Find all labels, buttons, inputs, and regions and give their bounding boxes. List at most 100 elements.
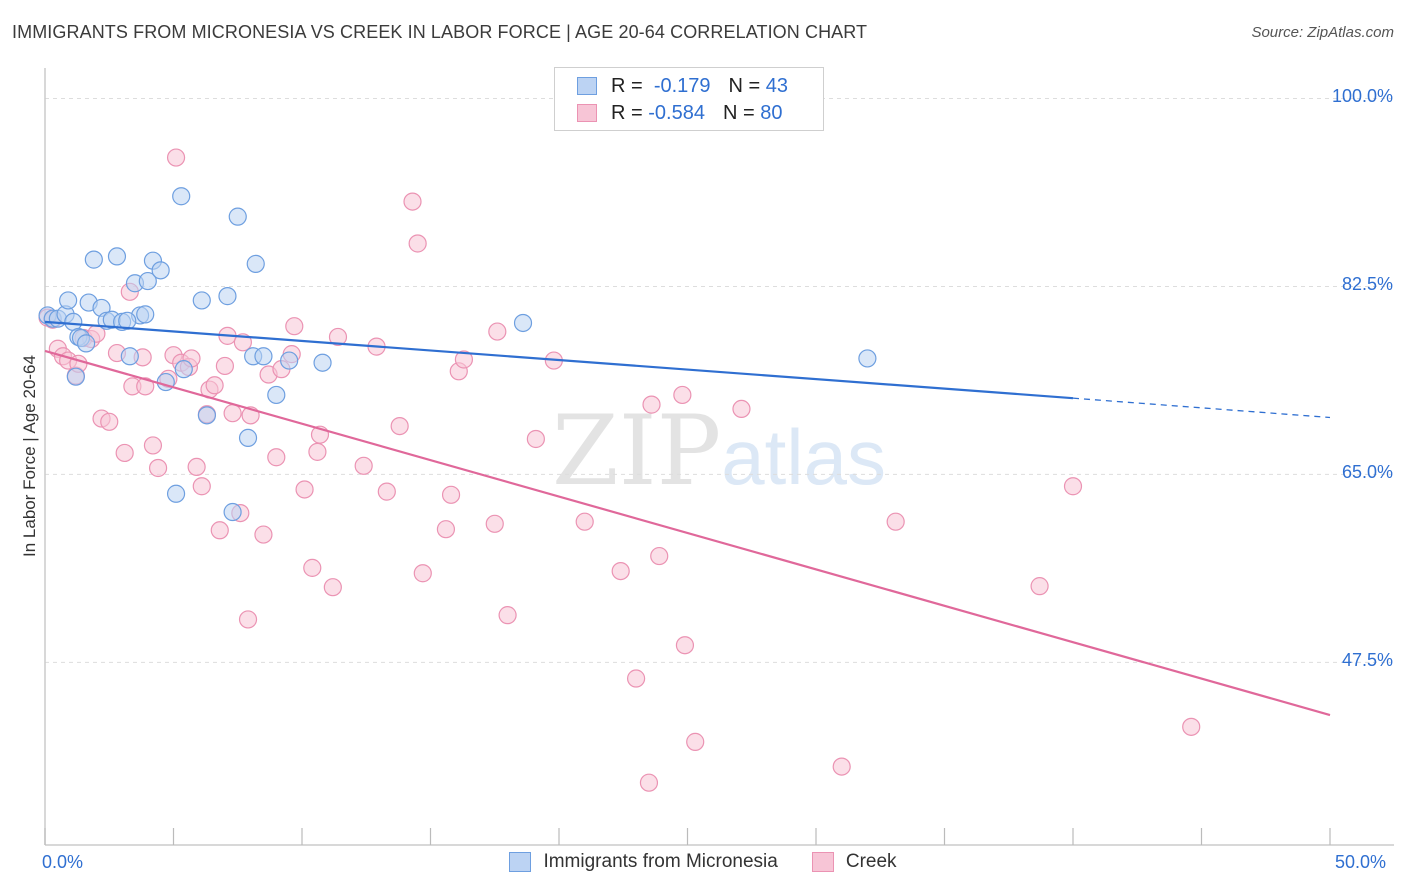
data-point-micronesia xyxy=(197,406,217,425)
watermark-atlas: atlas xyxy=(721,413,886,501)
legend-swatch-pink xyxy=(811,852,834,872)
legend-row-creek: R = -0.584 N = 80 xyxy=(577,100,782,126)
data-point-creek xyxy=(454,350,474,369)
data-point-creek xyxy=(308,442,327,461)
data-point-creek xyxy=(254,525,273,544)
legend-n-label: N = xyxy=(722,101,755,124)
data-point-creek xyxy=(642,395,661,414)
data-point-creek xyxy=(285,317,304,336)
legend-n-value: 43 xyxy=(765,74,789,97)
data-point-creek xyxy=(215,356,234,376)
legend-item-micronesia[interactable]: Immigrants from Micronesia xyxy=(509,851,778,873)
data-point-creek xyxy=(526,429,545,449)
data-point-creek xyxy=(210,521,229,540)
trend-line-creek xyxy=(44,349,1331,717)
y-axis-title: In Labor Force | Age 20-64 xyxy=(20,355,39,557)
data-point-creek xyxy=(148,458,168,478)
data-point-micronesia xyxy=(174,360,193,379)
legend-swatch-pink xyxy=(577,104,597,122)
data-point-creek xyxy=(390,416,409,436)
data-point-creek xyxy=(328,327,348,347)
data-point-creek xyxy=(223,404,242,423)
data-point-creek xyxy=(675,636,695,655)
data-point-micronesia xyxy=(313,353,332,372)
data-point-micronesia xyxy=(280,351,299,370)
legend-swatch-blue xyxy=(577,77,597,95)
data-point-micronesia xyxy=(138,271,157,291)
data-point-creek xyxy=(354,456,373,475)
data-point-creek xyxy=(575,512,594,531)
data-point-creek xyxy=(498,606,517,625)
data-point-creek xyxy=(485,514,504,533)
data-point-micronesia xyxy=(858,349,877,368)
data-point-creek xyxy=(115,443,134,463)
legend-row-micronesia: R = -0.179 N = 43 xyxy=(577,73,788,99)
data-point-creek xyxy=(832,757,851,776)
data-point-micronesia xyxy=(218,287,237,306)
data-point-creek xyxy=(323,578,342,597)
data-point-creek xyxy=(233,333,252,352)
data-point-creek xyxy=(377,482,396,501)
data-point-creek xyxy=(639,773,659,792)
data-point-creek xyxy=(673,385,692,405)
data-point-creek xyxy=(488,322,507,341)
data-point-creek xyxy=(238,610,258,629)
y-tick-label: 100.0% xyxy=(1331,86,1393,107)
stats-legend: R = -0.179 N = 43 R = -0.584 N = 80 xyxy=(554,67,824,131)
x-tick-label-min: 0.0% xyxy=(42,852,84,872)
data-point-micronesia xyxy=(156,372,175,392)
data-point-creek xyxy=(267,448,286,467)
legend-label-creek: Creek xyxy=(845,851,897,872)
data-point-micronesia xyxy=(136,305,155,324)
data-point-creek xyxy=(205,376,224,395)
data-point-creek xyxy=(1030,577,1049,596)
data-point-micronesia xyxy=(228,207,247,226)
data-point-creek xyxy=(100,412,119,431)
data-point-creek xyxy=(143,436,163,455)
data-point-micronesia xyxy=(66,367,85,386)
legend-n-label: N = xyxy=(728,74,761,97)
legend-r-label: R = xyxy=(611,101,643,124)
data-point-creek xyxy=(732,399,751,419)
y-tick-label: 82.5% xyxy=(1341,274,1393,295)
data-point-micronesia xyxy=(59,291,78,310)
data-point-creek xyxy=(1182,717,1201,736)
data-point-creek xyxy=(1063,477,1083,496)
legend-r-label: R = xyxy=(611,74,643,97)
x-tick-label-max: 50.0% xyxy=(1335,852,1387,872)
data-point-creek xyxy=(136,377,155,396)
watermark: ZIPatlas xyxy=(552,395,886,507)
legend-n-value: 80 xyxy=(760,101,783,124)
data-point-creek xyxy=(187,457,206,477)
data-point-creek xyxy=(408,234,427,253)
data-point-micronesia xyxy=(238,428,258,448)
data-point-creek xyxy=(886,512,905,531)
chart-source: Source: ZipAtlas.com xyxy=(1251,24,1394,41)
data-point-micronesia xyxy=(267,385,286,405)
y-tick-label: 65.0% xyxy=(1341,462,1393,483)
data-point-micronesia xyxy=(192,291,211,310)
data-point-micronesia xyxy=(77,334,96,353)
data-point-micronesia xyxy=(120,347,139,366)
legend-swatch-blue xyxy=(509,852,532,872)
data-point-micronesia xyxy=(223,502,242,522)
data-point-micronesia xyxy=(513,313,533,333)
data-point-creek xyxy=(413,564,432,583)
data-point-micronesia xyxy=(151,261,170,280)
legend-item-creek[interactable]: Creek xyxy=(811,851,897,873)
data-point-creek xyxy=(686,732,705,751)
trend-line-micronesia-extension xyxy=(1072,397,1331,419)
data-point-creek xyxy=(295,480,314,499)
data-point-micronesia xyxy=(172,187,191,206)
data-point-micronesia xyxy=(107,247,127,266)
data-point-creek xyxy=(441,485,461,504)
data-point-micronesia xyxy=(84,250,103,269)
data-point-creek xyxy=(166,148,186,167)
data-point-creek xyxy=(436,520,456,539)
data-point-creek xyxy=(303,558,322,577)
data-point-micronesia xyxy=(246,254,265,273)
data-point-creek xyxy=(626,669,646,688)
data-point-creek xyxy=(611,561,630,581)
data-point-creek xyxy=(650,546,669,566)
